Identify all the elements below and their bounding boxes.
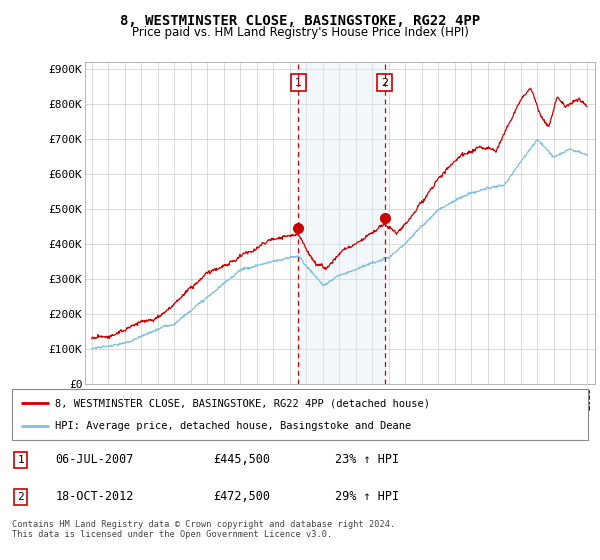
Text: 2: 2 <box>17 492 24 502</box>
Text: 06-JUL-2007: 06-JUL-2007 <box>55 454 134 466</box>
Text: 2: 2 <box>381 78 388 87</box>
Text: Price paid vs. HM Land Registry's House Price Index (HPI): Price paid vs. HM Land Registry's House … <box>131 26 469 39</box>
Text: Contains HM Land Registry data © Crown copyright and database right 2024.
This d: Contains HM Land Registry data © Crown c… <box>12 520 395 539</box>
Bar <box>298 62 385 384</box>
Text: 18-OCT-2012: 18-OCT-2012 <box>55 491 134 503</box>
Text: 8, WESTMINSTER CLOSE, BASINGSTOKE, RG22 4PP: 8, WESTMINSTER CLOSE, BASINGSTOKE, RG22 … <box>120 14 480 28</box>
Text: 1: 1 <box>17 455 24 465</box>
Text: 8, WESTMINSTER CLOSE, BASINGSTOKE, RG22 4PP (detached house): 8, WESTMINSTER CLOSE, BASINGSTOKE, RG22 … <box>55 398 430 408</box>
Text: £445,500: £445,500 <box>214 454 271 466</box>
Text: 23% ↑ HPI: 23% ↑ HPI <box>335 454 398 466</box>
Text: HPI: Average price, detached house, Basingstoke and Deane: HPI: Average price, detached house, Basi… <box>55 422 412 432</box>
Text: 29% ↑ HPI: 29% ↑ HPI <box>335 491 398 503</box>
FancyBboxPatch shape <box>12 389 588 440</box>
Text: 1: 1 <box>295 78 302 87</box>
Text: £472,500: £472,500 <box>214 491 271 503</box>
